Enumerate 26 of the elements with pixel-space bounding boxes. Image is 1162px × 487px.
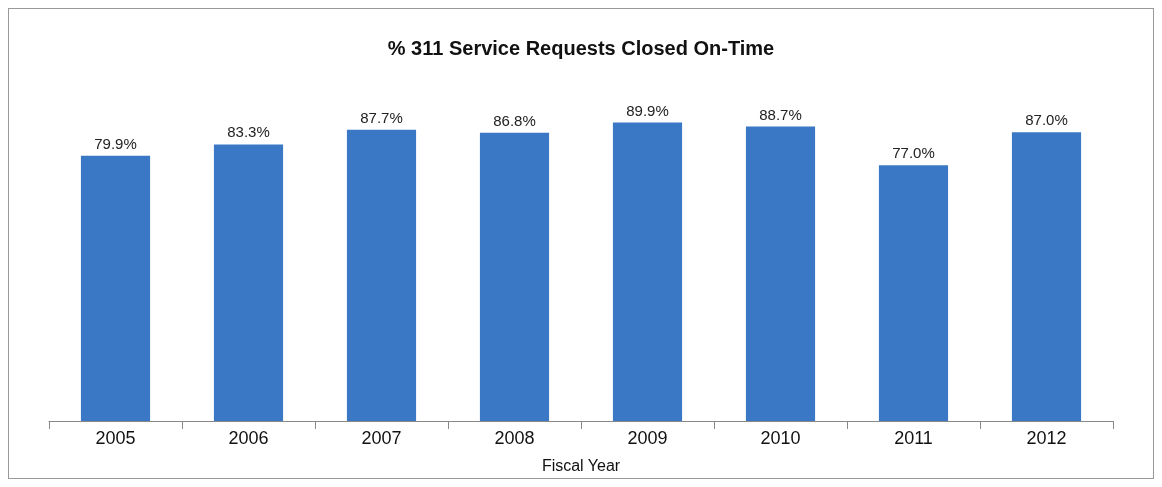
- bar: [745, 126, 816, 421]
- data-label: 89.9%: [626, 101, 669, 119]
- data-label: 77.0%: [892, 144, 935, 162]
- x-tick-label: 2007: [361, 428, 402, 448]
- x-tick-label: 2010: [760, 428, 801, 448]
- data-label: 87.7%: [360, 108, 403, 126]
- x-axis-title: Fiscal Year: [541, 456, 621, 474]
- bar: [1011, 132, 1082, 421]
- data-label: 88.7%: [759, 105, 802, 123]
- x-tick-label: 2011: [894, 428, 933, 448]
- x-tick-label: 2009: [627, 428, 668, 448]
- bar: [878, 165, 949, 421]
- data-label: 87.0%: [1025, 111, 1068, 129]
- x-tick-label: 2008: [494, 428, 535, 448]
- data-label: 83.3%: [227, 123, 270, 141]
- data-label: 79.9%: [94, 134, 137, 152]
- bar: [479, 132, 550, 421]
- bar: [346, 129, 417, 421]
- chart-title: % 311 Service Requests Closed On-Time: [387, 37, 775, 59]
- data-label: 86.8%: [493, 111, 536, 129]
- x-tick-label: 2005: [95, 428, 136, 448]
- bar: [213, 144, 284, 421]
- bar: [80, 155, 151, 421]
- bar: [612, 122, 683, 421]
- x-tick-label: 2006: [228, 428, 269, 448]
- x-tick-label: 2012: [1026, 428, 1067, 448]
